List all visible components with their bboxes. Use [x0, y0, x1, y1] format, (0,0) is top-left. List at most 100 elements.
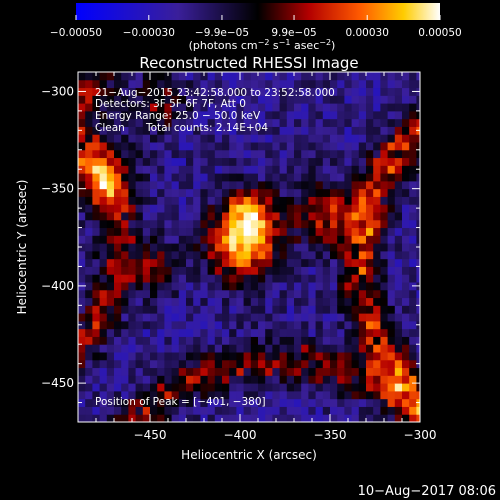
heatmap-cell	[265, 212, 273, 221]
heatmap-cell	[222, 390, 230, 400]
heatmap-cell	[164, 227, 173, 236]
heatmap-cell	[229, 352, 237, 361]
heatmap-cell	[380, 103, 389, 112]
heatmap-cell	[99, 406, 108, 415]
heatmap-cell	[157, 266, 165, 275]
heatmap-cell	[171, 383, 180, 392]
heatmap-cell	[193, 282, 201, 291]
heatmap-cell	[373, 258, 381, 267]
heatmap-cell	[337, 250, 345, 260]
heatmap-cell	[286, 250, 295, 260]
heatmap-cell	[214, 297, 223, 306]
heatmap-cell	[135, 212, 144, 221]
heatmap-cell	[229, 134, 237, 143]
heatmap-cell	[322, 336, 331, 345]
heatmap-cell	[78, 258, 86, 267]
heatmap-cell	[258, 72, 266, 81]
heatmap-cell	[380, 406, 389, 415]
heatmap-cell	[322, 367, 331, 376]
heatmap-cell	[236, 204, 245, 213]
heatmap-cell	[99, 266, 108, 275]
heatmap-cell	[258, 103, 266, 112]
heatmap-cell	[164, 282, 173, 291]
heatmap-cell	[207, 235, 216, 244]
heatmap-cell	[128, 173, 137, 182]
heatmap-cell	[301, 359, 309, 369]
heatmap-cell	[200, 212, 209, 221]
heatmap-cell	[157, 165, 165, 174]
heatmap-cell	[171, 188, 180, 197]
heatmap-cell	[164, 375, 173, 384]
heatmap-cell	[330, 95, 338, 104]
heatmap-cell	[301, 227, 309, 236]
heatmap-cell	[106, 266, 115, 275]
heatmap-cell	[157, 258, 165, 267]
heatmap-cell	[114, 305, 122, 314]
heatmap-cell	[294, 165, 302, 174]
heatmap-cell	[142, 266, 151, 275]
heatmap-cell	[135, 95, 144, 104]
heatmap-cell	[78, 173, 86, 182]
heatmap-cell	[308, 313, 317, 322]
heatmap-cell	[186, 165, 194, 174]
heatmap-cell	[193, 320, 201, 330]
heatmap-cell	[236, 390, 245, 400]
heatmap-cell	[409, 204, 417, 213]
heatmap-cell	[99, 103, 108, 112]
heatmap-cell	[315, 336, 324, 345]
heatmap-cell	[229, 173, 237, 182]
heatmap-cell	[222, 305, 230, 314]
heatmap-cell	[294, 126, 302, 135]
heatmap-cell	[114, 297, 122, 306]
heatmap-cell	[171, 359, 180, 369]
heatmap-cell	[85, 103, 93, 112]
heatmap-cell	[200, 227, 209, 236]
heatmap-cell	[99, 118, 108, 127]
heatmap-cell	[135, 258, 144, 267]
heatmap-cell	[366, 196, 374, 205]
heatmap-cell	[315, 212, 324, 221]
heatmap-cell	[387, 266, 396, 275]
heatmap-cell	[150, 328, 158, 337]
heatmap-cell	[164, 336, 173, 345]
heatmap-cell	[358, 79, 367, 89]
heatmap-cell	[106, 126, 115, 135]
heatmap-cell	[200, 204, 209, 213]
heatmap-cell	[387, 328, 396, 337]
heatmap-cell	[85, 313, 93, 322]
heatmap-cell	[337, 274, 345, 283]
heatmap-cell	[279, 110, 288, 120]
heatmap-cell	[114, 134, 122, 143]
heatmap-cell	[380, 196, 389, 205]
heatmap-cell	[308, 352, 317, 361]
heatmap-cell	[294, 149, 302, 159]
heatmap-cell	[402, 352, 410, 361]
heatmap-cell	[236, 406, 245, 415]
heatmap-cell	[373, 180, 381, 190]
heatmap-cell	[294, 110, 302, 120]
heatmap-cell	[78, 289, 86, 299]
heatmap-cell	[265, 142, 273, 151]
heatmap-cell	[373, 103, 381, 112]
heatmap-cell	[337, 142, 345, 151]
heatmap-cell	[301, 243, 309, 252]
heatmap-cell	[250, 398, 259, 407]
heatmap-cell	[366, 72, 374, 81]
heatmap-cell	[416, 375, 420, 384]
heatmap-cell	[128, 79, 137, 89]
heatmap-cell	[229, 266, 237, 275]
heatmap-cell	[171, 328, 180, 337]
heatmap-cell	[373, 289, 381, 299]
heatmap-cell	[301, 87, 309, 96]
heatmap-cell	[380, 235, 389, 244]
heatmap-cell	[315, 406, 324, 415]
heatmap-cell	[236, 243, 245, 252]
heatmap-cell	[409, 266, 417, 275]
heatmap-cell	[315, 313, 324, 322]
heatmap-cell	[178, 157, 187, 166]
heatmap-cell	[358, 398, 367, 407]
heatmap-cell	[358, 110, 367, 120]
heatmap-cell	[279, 126, 288, 135]
heatmap-cell	[366, 219, 374, 229]
heatmap-cell	[229, 180, 237, 190]
